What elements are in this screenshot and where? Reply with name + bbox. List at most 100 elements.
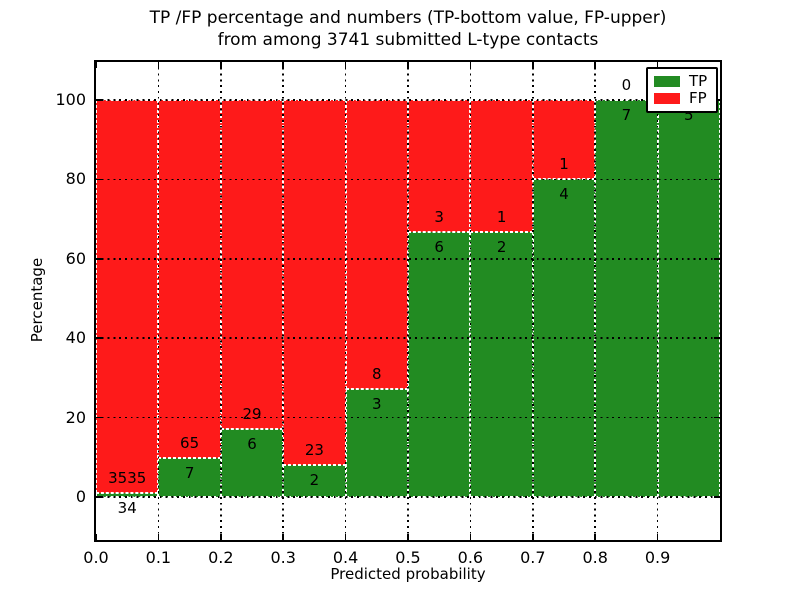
legend-swatch-fp xyxy=(654,93,680,104)
tick-mark xyxy=(96,416,102,419)
tick-mark xyxy=(157,534,160,540)
legend-entry-tp: TP xyxy=(654,73,707,90)
y-tick-label: 0 xyxy=(75,487,86,506)
y-gridline xyxy=(96,178,720,181)
x-axis-label: Predicted probability xyxy=(330,565,486,583)
legend: TP FP xyxy=(646,67,719,113)
x-tick-label: 0.5 xyxy=(395,548,421,567)
x-tick-label: 0.8 xyxy=(582,548,608,567)
tick-mark xyxy=(96,337,102,339)
tick-mark xyxy=(95,62,97,68)
y-gridline xyxy=(96,416,720,419)
tick-mark xyxy=(220,62,222,68)
x-gridline xyxy=(656,62,659,540)
bar-tp-segment xyxy=(283,465,346,497)
legend-label-fp: FP xyxy=(689,89,707,107)
y-gridline xyxy=(96,337,720,339)
fp-count-label: 29 xyxy=(242,404,262,423)
bar-fp-segment xyxy=(345,100,408,389)
bar-tp-segment xyxy=(470,232,533,497)
x-tick-label: 0.7 xyxy=(520,548,546,567)
x-tick-label: 0.4 xyxy=(332,548,359,567)
fp-count-label: 1 xyxy=(559,155,569,174)
tick-mark xyxy=(714,416,720,419)
legend-swatch-tp xyxy=(654,76,680,87)
tick-mark xyxy=(96,99,102,101)
fp-count-label: 23 xyxy=(304,441,324,460)
x-tick-label: 0.2 xyxy=(208,548,234,567)
bar-tp-segment xyxy=(657,100,720,497)
x-gridline xyxy=(469,62,472,540)
tp-count-label: 7 xyxy=(184,464,195,483)
x-tick-label: 0.6 xyxy=(457,548,484,567)
tick-mark xyxy=(656,62,659,68)
x-gridline xyxy=(407,62,409,540)
tick-mark xyxy=(714,337,720,339)
chart-title-line1: TP /FP percentage and numbers (TP-bottom… xyxy=(149,8,667,28)
fp-count-label: 8 xyxy=(372,364,382,383)
tick-mark xyxy=(95,534,97,540)
legend-entry-fp: FP xyxy=(654,90,707,107)
fp-count-label: 65 xyxy=(180,434,200,453)
tick-mark xyxy=(594,62,596,68)
tick-mark xyxy=(220,534,222,540)
bars-layer xyxy=(96,62,720,540)
tick-mark xyxy=(407,62,409,68)
y-gridline xyxy=(96,496,720,498)
tick-mark xyxy=(656,534,659,540)
bar-fp-segment xyxy=(532,100,596,180)
x-gridline xyxy=(282,62,284,540)
bar-tp-segment xyxy=(408,232,471,497)
x-gridline xyxy=(220,62,222,540)
x-gridline xyxy=(594,62,596,540)
tick-mark xyxy=(157,62,160,68)
x-tick-label: 0.1 xyxy=(145,548,172,567)
tp-count-label: 2 xyxy=(496,238,507,257)
tp-count-label: 2 xyxy=(309,471,320,490)
tick-mark xyxy=(96,496,102,498)
fp-count-label: 3535 xyxy=(108,469,147,488)
tp-count-label: 4 xyxy=(559,185,569,204)
tp-count-label: 7 xyxy=(621,106,632,124)
y-tick-label: 80 xyxy=(65,169,86,189)
tick-mark xyxy=(532,534,534,540)
x-tick-label: 0.9 xyxy=(644,548,671,567)
bar-fp-segment xyxy=(96,100,159,494)
annotations-layer: 353534657296232833612140705 xyxy=(96,62,720,540)
y-tick-label: 40 xyxy=(65,328,86,348)
y-tick-label: 60 xyxy=(65,248,86,268)
tp-count-label: 6 xyxy=(434,238,444,257)
bar-tp-segment xyxy=(345,388,408,497)
fp-count-label: 0 xyxy=(621,76,632,94)
y-gridline xyxy=(96,258,720,260)
tick-mark xyxy=(714,496,720,498)
x-tick-label: 0.3 xyxy=(270,548,296,567)
tick-mark xyxy=(532,62,534,68)
tick-mark xyxy=(407,534,409,540)
tick-mark xyxy=(714,178,720,181)
tick-mark xyxy=(469,62,472,68)
chart-title: TP /FP percentage and numbers (TP-bottom… xyxy=(94,7,722,51)
tick-mark xyxy=(469,534,472,540)
tick-mark xyxy=(344,534,347,540)
y-gridline xyxy=(96,99,720,101)
x-gridline xyxy=(344,62,347,540)
chart-title-line2: from among 3741 submitted L-type contact… xyxy=(217,30,599,50)
y-tick-label: 100 xyxy=(55,90,86,109)
x-gridline xyxy=(157,62,160,540)
y-tick-label: 20 xyxy=(65,407,86,427)
tp-count-label: 6 xyxy=(247,434,257,453)
tick-mark xyxy=(96,258,102,260)
tick-mark xyxy=(344,62,347,68)
legend-label-tp: TP xyxy=(689,72,708,90)
tp-count-label: 34 xyxy=(117,499,137,518)
tick-mark xyxy=(282,534,284,540)
bar-fp-segment xyxy=(283,100,346,466)
tp-count-label: 3 xyxy=(372,394,382,413)
tick-mark xyxy=(96,178,102,181)
fp-count-label: 3 xyxy=(434,208,444,227)
tick-mark xyxy=(714,258,720,260)
tp-count-label: 5 xyxy=(684,106,694,124)
